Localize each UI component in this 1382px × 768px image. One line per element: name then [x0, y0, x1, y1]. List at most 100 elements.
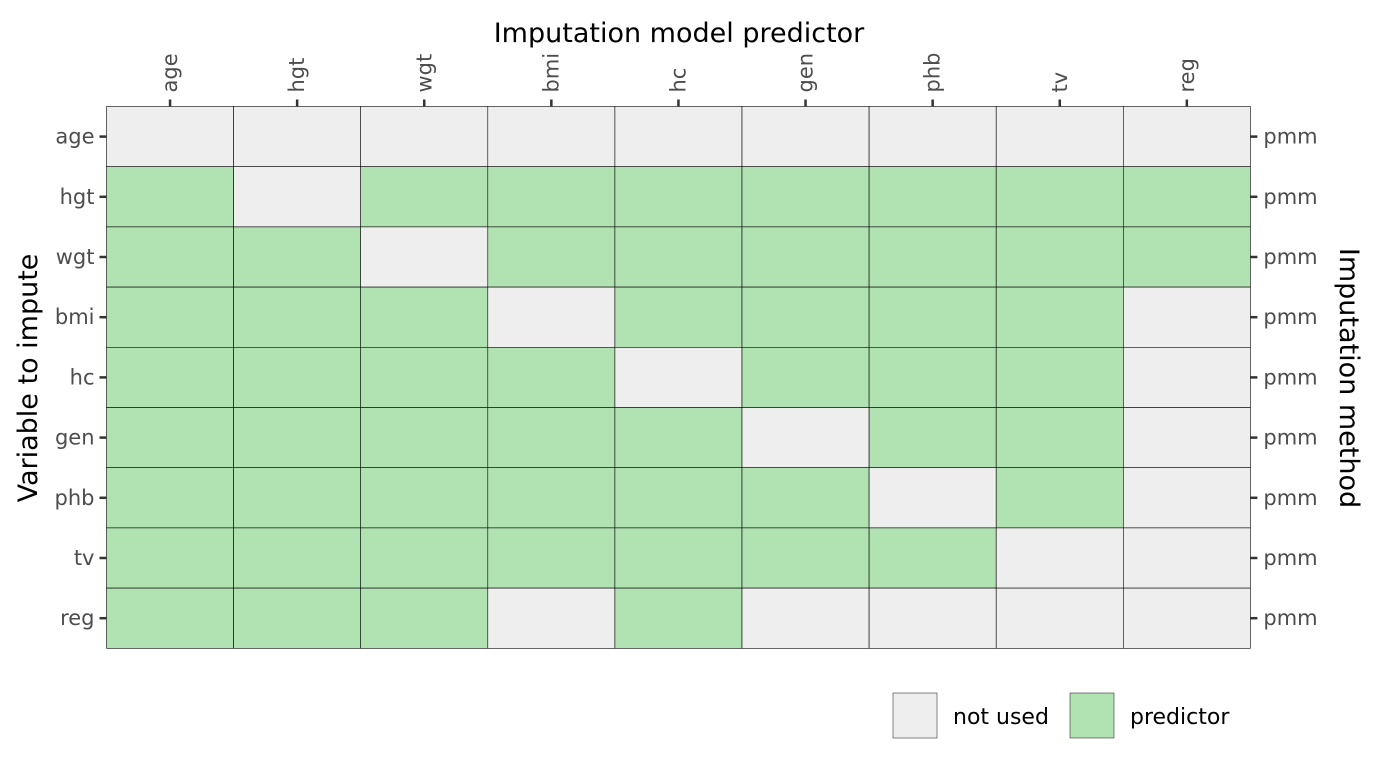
- heatmap-cell: [106, 106, 234, 168]
- heatmap-cell: [741, 166, 870, 228]
- heatmap-cell: [614, 407, 743, 469]
- heatmap-cell: [995, 587, 1124, 649]
- x-tick-label: hgt: [285, 58, 309, 93]
- heatmap-cell: [233, 587, 362, 649]
- heatmap-cell: [1123, 346, 1251, 408]
- heatmap-cell: [1123, 467, 1251, 529]
- heatmap-cell: [995, 407, 1124, 469]
- y-tick-label: tv: [74, 546, 95, 570]
- x-tick-label: phb: [921, 53, 945, 93]
- method-label: pmm: [1263, 125, 1317, 149]
- heatmap-cell: [487, 106, 616, 168]
- y-tick-label: gen: [55, 426, 95, 450]
- method-label: pmm: [1263, 185, 1317, 209]
- x-axis-title: Imputation model predictor: [494, 18, 865, 49]
- heatmap-cell: [106, 527, 234, 589]
- heatmap-cell: [741, 286, 870, 348]
- method-label: pmm: [1263, 245, 1317, 269]
- heatmap-cell: [106, 166, 234, 228]
- legend-label-not-used: not used: [953, 705, 1049, 730]
- method-label: pmm: [1263, 426, 1317, 450]
- heatmap-cell: [1123, 106, 1251, 168]
- heatmap-cell: [487, 166, 616, 228]
- heatmap-cell: [360, 166, 489, 228]
- heatmap-cell: [360, 286, 489, 348]
- method-label: pmm: [1263, 486, 1317, 510]
- heatmap-cell: [233, 286, 362, 348]
- heatmap-cell: [868, 286, 997, 348]
- heatmap-cell: [995, 166, 1124, 228]
- heatmap-cell: [106, 587, 234, 649]
- heatmap-cell: [868, 407, 997, 469]
- method-label: pmm: [1263, 606, 1317, 630]
- heatmap-cell: [1123, 226, 1251, 288]
- heatmap-cell: [360, 106, 489, 168]
- method-label: pmm: [1263, 546, 1317, 570]
- x-axis-top: age hgt wgt bmi hc gen phb tv reg: [158, 53, 1199, 107]
- heatmap-cell: [360, 407, 489, 469]
- heatmap-cell: [995, 467, 1124, 529]
- heatmap-cell: [233, 527, 362, 589]
- heatmap-cell: [233, 407, 362, 469]
- heatmap-cell: [233, 346, 362, 408]
- heatmap-cell: [106, 286, 234, 348]
- heatmap-cell: [614, 226, 743, 288]
- heatmap-cell: [614, 527, 743, 589]
- x-tick-label: hc: [666, 68, 690, 93]
- heatmap-cell: [741, 527, 870, 589]
- heatmap-cell: [614, 286, 743, 348]
- heatmap-cell: [1123, 286, 1251, 348]
- heatmap-cell: [868, 527, 997, 589]
- y-tick-label: bmi: [55, 305, 95, 329]
- y-tick-label: hc: [70, 365, 95, 389]
- heatmap-cell: [995, 527, 1124, 589]
- x-tick-label: gen: [794, 53, 818, 93]
- legend-key-not-used: [892, 692, 938, 739]
- heatmap-cell: [995, 346, 1124, 408]
- heatmap-cell: [233, 226, 362, 288]
- heatmap-cell: [487, 346, 616, 408]
- x-tick-label: reg: [1175, 58, 1199, 92]
- heatmap-cell: [106, 467, 234, 529]
- heatmap-cell: [233, 106, 362, 168]
- y-tick-label: phb: [55, 486, 95, 510]
- heatmap-cell: [995, 226, 1124, 288]
- heatmap-cell: [360, 527, 489, 589]
- heatmap-cell: [741, 407, 870, 469]
- heatmap-cell: [233, 467, 362, 529]
- heatmap-cell: [614, 467, 743, 529]
- heatmap-cell: [487, 467, 616, 529]
- heatmap-cell: [614, 106, 743, 168]
- heatmap-cell: [106, 226, 234, 288]
- heatmap-cell: [360, 226, 489, 288]
- x-tick-label: bmi: [539, 53, 563, 93]
- heatmap-cell: [1123, 527, 1251, 589]
- y-tick-label: age: [55, 125, 94, 149]
- heatmap-cell: [614, 346, 743, 408]
- heatmap-cell: [868, 467, 997, 529]
- heatmap-cell: [1123, 407, 1251, 469]
- heatmap-cell: [106, 407, 234, 469]
- legend-key-predictor: [1069, 692, 1115, 739]
- y-tick-label: wgt: [56, 245, 95, 269]
- heatmap-cell: [868, 166, 997, 228]
- y-axis-title: Variable to impute: [13, 254, 44, 503]
- y2-axis-title: Imputation method: [1333, 248, 1364, 508]
- heatmap-cell: [995, 286, 1124, 348]
- legend: not used predictor: [892, 692, 1230, 739]
- y-axis-left: age hgt wgt bmi hc gen phb tv reg: [55, 125, 107, 630]
- heatmap-cell: [741, 106, 870, 168]
- heatmap-cell: [868, 106, 997, 168]
- method-label: pmm: [1263, 365, 1317, 389]
- heatmap-cell: [487, 407, 616, 469]
- heatmap-cell: [360, 467, 489, 529]
- heatmap-cell: [487, 527, 616, 589]
- legend-label-predictor: predictor: [1130, 705, 1230, 730]
- heatmap-cell: [487, 587, 616, 649]
- heatmap-cell: [741, 226, 870, 288]
- y-tick-label: reg: [60, 606, 94, 630]
- heatmap-cell: [868, 226, 997, 288]
- heatmap-cell: [741, 587, 870, 649]
- heatmap-cell: [614, 587, 743, 649]
